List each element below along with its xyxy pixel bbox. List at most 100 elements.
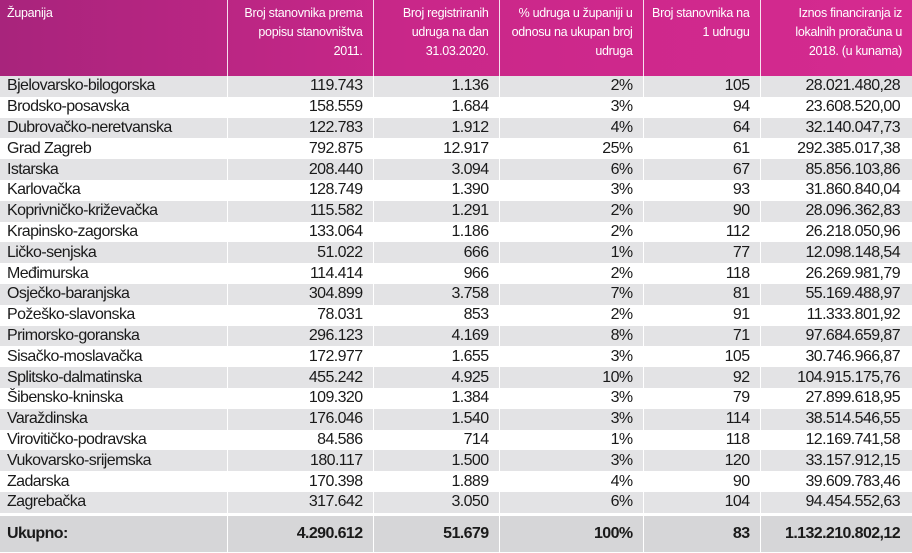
population-per-association: 114 [643, 408, 761, 430]
population-per-association: 90 [643, 471, 761, 492]
population: 115.582 [227, 200, 374, 222]
registered-associations: 1.136 [373, 76, 500, 97]
header-population: Broj stanovnika prema popisu stanovništv… [227, 0, 374, 76]
county-name: Splitsko-dalmatinska [0, 367, 228, 388]
population-per-association: 67 [643, 159, 761, 180]
registered-associations: 4.169 [373, 325, 500, 347]
registered-associations: 4.925 [373, 367, 500, 388]
table-row: Grad Zagreb 792.875 12.917 25% 61 292.385.017… [0, 138, 912, 160]
share-percent: 4% [499, 117, 644, 139]
population: 208.440 [227, 159, 374, 180]
population: 84.586 [227, 429, 374, 451]
table-row: Virovitičko-podravska 84.586 714 1% 118 12.16… [0, 429, 912, 451]
registered-associations: 966 [373, 263, 500, 284]
total-row: Ukupno: 4.290.612 51.679 100% 83 1.132.2… [0, 512, 912, 553]
population-per-association: 77 [643, 242, 761, 264]
funding: 39.609.783,46 [805, 472, 900, 490]
population-per-association: 118 [643, 429, 761, 451]
share-percent: 3% [499, 346, 644, 368]
funding: 23.608.520,00 [805, 98, 900, 116]
population-per-association: 118 [643, 263, 761, 284]
funding: 38.514.546,55 [805, 410, 900, 428]
registered-associations: 1.500 [373, 450, 500, 472]
county-name: Virovitičko-podravska [0, 429, 228, 451]
registered-associations: 1.540 [373, 408, 500, 430]
population-per-association: 91 [643, 304, 761, 326]
header-funding: Iznos financiranja iz lokalnih proračuna… [795, 6, 902, 58]
registered-associations: 1.889 [373, 471, 500, 492]
registered-associations: 853 [373, 304, 500, 326]
funding: 85.856.103,86 [805, 160, 900, 178]
population-per-association: 104 [643, 491, 761, 515]
table-row: Zagrebačka 317.642 3.050 6% 104 94.454.552,63 [0, 491, 912, 515]
population-per-association: 90 [643, 200, 761, 222]
share-percent: 3% [499, 179, 644, 201]
population: 119.743 [227, 76, 374, 97]
total-percent: 100% [499, 512, 644, 553]
county-name: Ličko-senjska [0, 242, 228, 264]
county-name: Istarska [0, 159, 228, 180]
funding: 31.860.840,04 [805, 181, 900, 199]
funding: 26.218.050,96 [805, 222, 900, 240]
table-row: Primorsko-goranska 296.123 4.169 8% 71 97.684… [0, 325, 912, 347]
table-header: Županija Broj stanovnika prema popisu st… [0, 0, 912, 76]
table-row: Vukovarsko-srijemska 180.117 1.500 3% 120 33.… [0, 450, 912, 472]
share-percent: 1% [499, 429, 644, 451]
population-per-association: 81 [643, 283, 761, 305]
population: 170.398 [227, 471, 374, 492]
population-per-association: 112 [643, 221, 761, 243]
population-per-association: 79 [643, 387, 761, 409]
registered-associations: 3.094 [373, 159, 500, 180]
county-name: Šibensko-kninska [0, 387, 228, 409]
table-row: Istarska 208.440 3.094 6% 67 85.856.103,86 [0, 159, 912, 180]
county-name: Karlovačka [0, 179, 228, 201]
population-per-association: 64 [643, 117, 761, 139]
population: 455.242 [227, 367, 374, 388]
share-percent: 2% [499, 200, 644, 222]
registered-associations: 3.050 [373, 491, 500, 515]
county-name: Krapinsko-zagorska [0, 221, 228, 243]
population: 296.123 [227, 325, 374, 347]
table-row: Zadarska 170.398 1.889 4% 90 39.609.783,46 [0, 471, 912, 492]
share-percent: 2% [499, 304, 644, 326]
population: 180.117 [227, 450, 374, 472]
share-percent: 3% [499, 450, 644, 472]
funding: 104.915.175,76 [797, 368, 900, 386]
population-per-association: 120 [643, 450, 761, 472]
funding: 12.098.148,54 [805, 243, 900, 261]
funding: 28.096.362,83 [805, 202, 900, 220]
total-population-per-association: 83 [643, 512, 761, 553]
county-name: Osječko-baranjska [0, 283, 228, 305]
population: 158.559 [227, 96, 374, 118]
total-funding: 1.132.210.802,12 [760, 512, 912, 553]
county-name: Zadarska [0, 471, 228, 492]
header-county: Županija [0, 0, 228, 76]
share-percent: 2% [499, 221, 644, 243]
county-name: Međimurska [0, 263, 228, 284]
population-per-association: 94 [643, 96, 761, 118]
population: 317.642 [227, 491, 374, 515]
table-row: Splitsko-dalmatinska 455.242 4.925 10% 92 104… [0, 367, 912, 388]
registered-associations: 1.291 [373, 200, 500, 222]
share-percent: 6% [499, 159, 644, 180]
table-row: Krapinsko-zagorska 133.064 1.186 2% 112 26.21… [0, 221, 912, 243]
share-percent: 4% [499, 471, 644, 492]
population: 109.320 [227, 387, 374, 409]
funding: 292.385.017,38 [797, 139, 900, 157]
county-name: Zagrebačka [0, 491, 228, 515]
population-per-association: 61 [643, 138, 761, 160]
county-name: Primorsko-goranska [0, 325, 228, 347]
population: 122.783 [227, 117, 374, 139]
funding: 12.169.741,58 [805, 430, 900, 448]
table-row: Brodsko-posavska 158.559 1.684 3% 94 23.608.5… [0, 96, 912, 118]
header-population-per-association: Broj stanovnika na 1 udrugu [643, 0, 761, 76]
county-name: Bjelovarsko-bilogorska [0, 76, 228, 97]
funding: 33.157.912,15 [805, 451, 900, 469]
table-row: Bjelovarsko-bilogorska 119.743 1.136 2% 105 2… [0, 76, 912, 97]
funding: 55.169.488,97 [805, 285, 900, 303]
share-percent: 1% [499, 242, 644, 264]
table-row: Požeško-slavonska 78.031 853 2% 91 11.333.801… [0, 304, 912, 326]
population-per-association: 93 [643, 179, 761, 201]
county-name: Požeško-slavonska [0, 304, 228, 326]
